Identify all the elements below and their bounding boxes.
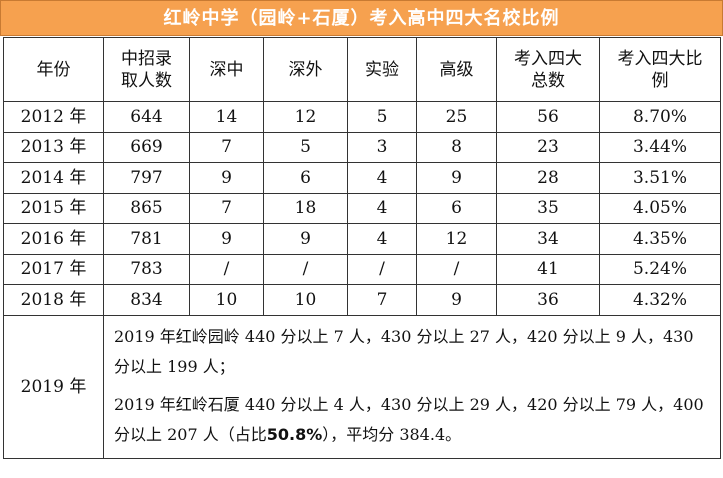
note-line-shixia-before: 2019 年红岭石厦 440 分以上 4 人，430 分以上 29 人，420 … — [114, 394, 704, 444]
table-cell: 4 — [347, 192, 417, 224]
table-cell: 3.44% — [599, 131, 721, 163]
table-cell: 4.35% — [599, 223, 721, 255]
table-cell: 781 — [103, 223, 190, 255]
table-cell: 9 — [189, 162, 264, 194]
table-header-row: 年份 中招录 取人数 深中 深外 实验 高级 考入四大 总数 考入四大比例 — [3, 37, 721, 102]
table-cell: 783 — [103, 253, 190, 285]
column-header-line: 深中 — [209, 59, 244, 80]
table-cell: 7 — [347, 284, 417, 316]
column-header-line: 考入四大 — [514, 48, 582, 69]
note-line-yuanling: 2019 年红岭园岭 440 分以上 7 人，430 分以上 27 人，420 … — [114, 326, 694, 376]
table-row: 2012 年 644 14 12 5 25 56 8.70% — [3, 101, 721, 133]
table-cell: / — [189, 253, 264, 285]
column-header-line: 高级 — [439, 59, 474, 80]
table-cell: 4.05% — [599, 192, 721, 224]
table-row: 2017 年 783// //41 5.24% — [3, 253, 721, 285]
table-cell: 28 — [496, 162, 600, 194]
column-header-line: 深外 — [288, 59, 323, 80]
column-header: 年份 — [3, 37, 104, 102]
column-header-line: 实验 — [365, 59, 399, 80]
table-cell: 7 — [189, 192, 264, 224]
table-cell: 34 — [496, 223, 600, 255]
note-row: 2019 年 2019 年红岭园岭 440 分以上 7 人，430 分以上 27… — [3, 314, 721, 459]
table-cell: 4 — [347, 162, 417, 194]
table-cell: 4 — [347, 223, 417, 255]
note-line-shixia-after: ），平均分 384.4。 — [322, 424, 462, 444]
table-cell: 6 — [263, 162, 348, 194]
table-row: 2015 年 865 7 18 4 6 35 4.05% — [3, 192, 721, 224]
column-header-line: 年份 — [36, 59, 71, 80]
column-header-line: 中招录 — [121, 48, 172, 69]
column-header: 深外 — [263, 37, 348, 102]
table-cell: 5 — [263, 131, 348, 163]
table-cell: 2015 年 — [3, 192, 104, 224]
table-cell: 2013 年 — [3, 131, 104, 163]
table-cell: 7 — [189, 131, 264, 163]
table-cell: 8 — [416, 131, 497, 163]
table-row: 2013 年 669 7 5 3 8 23 3.44% — [3, 131, 721, 163]
table-cell: / — [347, 253, 417, 285]
table-cell: 14 — [189, 101, 264, 133]
table-title: 红岭中学（园岭+石厦）考入高中四大名校比例 — [0, 0, 723, 36]
column-header-line: 考入四大比 — [617, 48, 703, 69]
table-cell: 2012 年 — [3, 101, 104, 133]
table-cell: 23 — [496, 131, 600, 163]
table-cell: 10 — [189, 284, 264, 316]
table-cell: 834 — [103, 284, 190, 316]
table-cell: 5.24% — [599, 253, 721, 285]
table-cell: 18 — [263, 192, 348, 224]
table-cell: 56 — [496, 101, 600, 133]
table-cell: 10 — [263, 284, 348, 316]
column-header: 中招录 取人数 — [103, 37, 190, 102]
column-header: 考入四大比例 — [599, 37, 721, 102]
column-header-line: 例 — [651, 70, 669, 91]
table-cell: 669 — [103, 131, 190, 163]
table-cell: 644 — [103, 101, 190, 133]
table-cell: 6 — [416, 192, 497, 224]
table-cell: / — [416, 253, 497, 285]
table-cell: 2016 年 — [3, 223, 104, 255]
table-cell: / — [263, 253, 348, 285]
table-cell: 8.70% — [599, 101, 721, 133]
table-cell: 9 — [263, 223, 348, 255]
note-line-shixia: 2019 年红岭石厦 440 分以上 4 人，430 分以上 29 人，420 … — [114, 390, 712, 450]
column-header-line: 总数 — [531, 70, 565, 91]
table-cell: 4.32% — [599, 284, 721, 316]
table-cell: 865 — [103, 192, 190, 224]
table-cell: 2018 年 — [3, 284, 104, 316]
table-cell: 12 — [263, 101, 348, 133]
table-cell: 5 — [347, 101, 417, 133]
column-header: 考入四大 总数 — [496, 37, 600, 102]
table-cell: 41 — [496, 253, 600, 285]
column-header: 高级 — [416, 37, 497, 102]
column-header: 深中 — [189, 37, 264, 102]
table-row: 2016 年 781 9 9 4 12 34 4.35% — [3, 223, 721, 255]
column-header: 实验 — [347, 37, 417, 102]
table-cell: 3.51% — [599, 162, 721, 194]
table-cell: 3 — [347, 131, 417, 163]
table-cell: 9 — [189, 223, 264, 255]
table-cell: 12 — [416, 223, 497, 255]
column-header-line: 取人数 — [121, 70, 172, 91]
note-year-cell: 2019 年 — [3, 314, 104, 459]
table-cell: 25 — [416, 101, 497, 133]
table-cell: 2017 年 — [3, 253, 104, 285]
table-cell: 2014 年 — [3, 162, 104, 194]
table-cell: 9 — [416, 162, 497, 194]
table-cell: 797 — [103, 162, 190, 194]
note-highlight-percent: 50.8% — [266, 424, 323, 444]
table-cell: 35 — [496, 192, 600, 224]
table-row: 2018 年 834 10 10 7 9 36 4.32% — [3, 284, 721, 316]
table-cell: 9 — [416, 284, 497, 316]
table-cell: 36 — [496, 284, 600, 316]
table-row: 2014 年 797 9 6 4 9 28 3.51% — [3, 162, 721, 194]
admission-table: 年份 中招录 取人数 深中 深外 实验 高级 考入四大 总数 考入四大比例 2012 年 644 14… — [3, 37, 721, 459]
note-cell: 2019 年红岭园岭 440 分以上 7 人，430 分以上 27 人，420 … — [103, 314, 721, 459]
